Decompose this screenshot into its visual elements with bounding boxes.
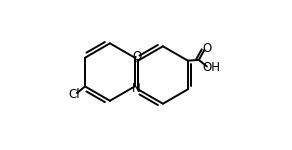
Text: O: O <box>202 42 212 55</box>
Text: N: N <box>131 82 140 95</box>
Text: Cl: Cl <box>68 88 79 101</box>
Text: OH: OH <box>202 61 220 74</box>
Text: O: O <box>132 50 141 63</box>
